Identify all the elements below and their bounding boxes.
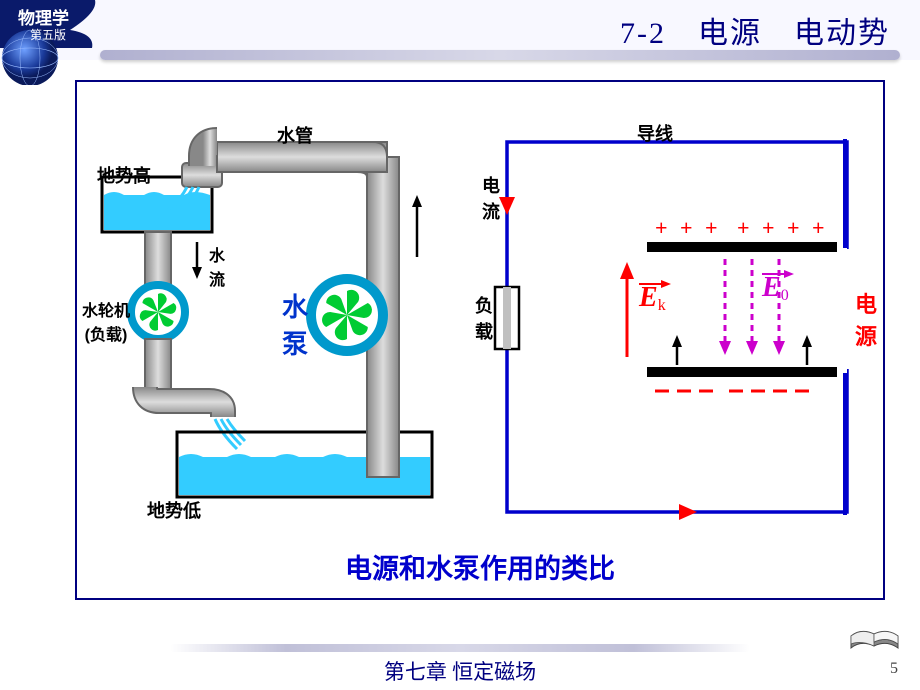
label-wire: 导线 <box>637 120 673 146</box>
slide-footer: 第七章 恒定磁场 5 <box>0 640 920 690</box>
svg-text:+: + <box>787 215 800 240</box>
svg-text:+: + <box>737 215 750 240</box>
header-divider <box>100 50 900 60</box>
svg-text:+: + <box>680 215 693 240</box>
svg-text:+: + <box>705 215 718 240</box>
svg-text:+: + <box>655 215 668 240</box>
label-low-level: 地势低 <box>147 497 201 523</box>
svg-text:+: + <box>812 215 825 240</box>
svg-text:+: + <box>762 215 775 240</box>
circuit-diagram: + + + + + + + <box>477 87 877 547</box>
label-water-flow: 水 流 <box>209 242 225 290</box>
globe-badge: 物理学 第五版 <box>0 0 110 85</box>
label-source: 电 源 <box>855 287 877 351</box>
badge-subtitle: 第五版 <box>30 26 66 43</box>
label-load: 负 载 <box>475 292 493 344</box>
slide-header: 物理学 第五版 7-2 电源 电动势 <box>0 0 920 60</box>
label-pump: 水 泵 <box>282 287 308 361</box>
page-number: 5 <box>890 660 898 678</box>
chapter-title: 第七章 恒定磁场 <box>0 656 920 686</box>
label-current: 电 流 <box>482 172 500 224</box>
label-Ek: Ek <box>639 282 666 315</box>
label-E0: E0 <box>762 272 789 305</box>
label-high-level: 地势高 <box>97 162 151 188</box>
label-pipe: 水管 <box>277 122 313 148</box>
label-turbine: 水轮机 (负载) <box>82 297 130 345</box>
footer-divider <box>170 644 750 652</box>
diagram-frame: 地势高 地势低 水管 水 流 水轮机 (负载) 水 泵 + + + + + + + <box>75 80 885 600</box>
section-title: 7-2 电源 电动势 <box>620 8 890 52</box>
diagram-caption: 电源和水泵作用的类比 <box>77 547 883 586</box>
water-pump-diagram <box>77 87 477 547</box>
book-icon <box>847 614 902 652</box>
